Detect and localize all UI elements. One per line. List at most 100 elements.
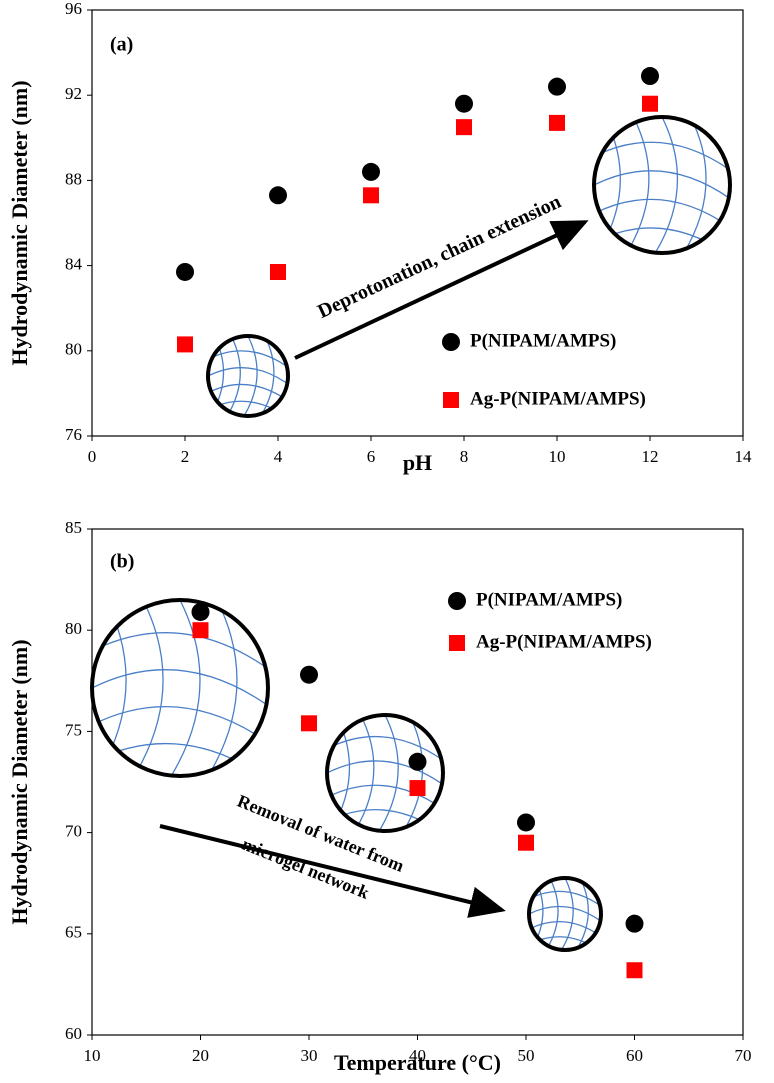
mesh-line [378,715,399,831]
x-tick-label: 30 [301,1046,318,1065]
legend-label: Ag-P(NIPAM/AMPS) [470,388,646,409]
point [548,77,566,96]
point [409,780,426,797]
mesh-line [594,198,730,228]
microgel-border [592,115,732,255]
y-tick-label: 80 [65,619,82,638]
plot-frame [91,9,744,437]
x-tick-label: 60 [626,1046,643,1065]
y-tick-label: 88 [65,169,82,188]
y-tick-label: 84 [65,255,83,274]
mesh-line [243,336,258,416]
point [269,186,287,205]
mesh-line [683,117,707,253]
x-tick-label: 6 [367,447,376,466]
microgel-border [325,713,445,833]
mesh-line [594,170,730,200]
y-tick-label: 92 [65,84,82,103]
y-tick-label: 70 [65,822,82,841]
microgel-border [206,334,290,418]
point [641,67,659,86]
legend-label: P(NIPAM/AMPS) [476,589,622,610]
mesh-line [594,141,730,171]
x-tick-label: 12 [642,447,659,466]
annotation: (a) [110,34,133,56]
point [625,914,644,933]
y-axis-title: Hydrodynamic Diameter (nm) [7,80,32,365]
legend-marker [442,333,460,351]
y-tick-label: 85 [65,518,82,537]
legend-label: P(NIPAM/AMPS) [470,330,616,351]
microgel-border [527,876,603,952]
mesh-line [92,706,268,744]
mesh-line [133,600,164,776]
legend-label: Ag-P(NIPAM/AMPS) [476,631,652,652]
y-tick-label: 60 [65,1024,82,1043]
x-tick-label: 8 [460,447,469,466]
x-tick-label: 70 [735,1046,752,1065]
mesh-line [208,367,288,385]
mesh-line [529,905,601,922]
mesh-line [654,117,679,253]
annotation: Deprotonation, chain extension [314,191,564,323]
mesh-line [545,878,559,950]
x-axis-title: Temperature (°C) [334,1050,501,1075]
mesh-line [92,632,268,670]
x-tick-label: 14 [735,447,753,466]
legend-marker [443,392,459,408]
point [300,665,318,684]
mesh-line [207,600,238,776]
y-axis-title: Hydrodynamic Diameter (nm) [7,639,32,924]
mesh-line [327,735,443,761]
legend-marker [449,635,465,651]
point [518,834,534,851]
mesh-line [226,336,241,416]
x-tick-label: 2 [181,447,190,466]
point [455,94,473,113]
point [517,813,535,832]
point [191,602,210,621]
x-tick-label: 10 [84,1046,101,1065]
arrow [294,220,589,360]
mesh-line [560,878,574,950]
mesh-line [170,600,201,776]
mesh-line [403,715,424,831]
point [642,95,658,112]
legend-marker [448,592,466,610]
y-tick-label: 65 [65,923,82,942]
y-tick-label: 76 [65,425,82,444]
point [177,336,193,353]
x-tick-label: 10 [549,447,566,466]
point [626,962,643,979]
point [301,715,317,732]
x-tick-label: 50 [518,1046,535,1065]
annotation: (b) [110,551,134,573]
mesh-line [92,669,268,707]
mesh-line [260,336,275,416]
y-tick-label: 75 [65,720,82,739]
x-axis-title: pH [403,450,432,475]
point [549,114,565,131]
x-tick-label: 40 [409,1046,426,1065]
microgel-border [90,598,270,778]
x-tick-label: 0 [88,447,97,466]
x-tick-label: 20 [192,1046,209,1065]
point [270,263,286,280]
point [362,162,380,181]
y-tick-label: 96 [65,0,82,18]
x-tick-label: 4 [274,447,283,466]
point [363,187,379,204]
mesh-line [208,350,288,368]
y-tick-label: 80 [65,340,82,359]
mesh-line [354,715,375,831]
point [192,622,209,639]
point [408,752,427,771]
mesh-line [208,383,288,402]
point [456,119,472,136]
mesh-line [626,117,650,253]
mesh-line [327,784,443,810]
point [176,262,194,281]
mesh-line [327,760,443,786]
arrow [159,824,506,918]
